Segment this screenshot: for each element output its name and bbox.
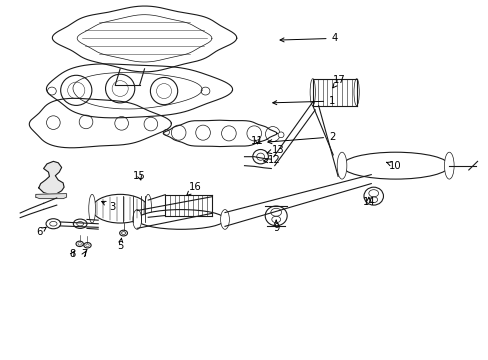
Ellipse shape <box>89 194 95 223</box>
Ellipse shape <box>201 87 209 95</box>
Text: 6: 6 <box>37 227 46 237</box>
Ellipse shape <box>144 117 158 131</box>
Ellipse shape <box>264 206 286 226</box>
Text: 2: 2 <box>267 132 335 144</box>
Ellipse shape <box>83 243 91 248</box>
Text: 13: 13 <box>266 144 285 154</box>
Text: 4: 4 <box>280 33 337 43</box>
Ellipse shape <box>150 77 177 105</box>
Ellipse shape <box>163 130 169 135</box>
Ellipse shape <box>137 210 224 229</box>
Text: 12: 12 <box>263 155 280 165</box>
Ellipse shape <box>220 210 229 229</box>
Ellipse shape <box>265 127 280 141</box>
Ellipse shape <box>337 152 346 179</box>
Text: 15: 15 <box>133 171 146 181</box>
Ellipse shape <box>73 219 87 228</box>
Ellipse shape <box>195 125 210 140</box>
Ellipse shape <box>390 160 409 178</box>
Ellipse shape <box>309 79 315 105</box>
Ellipse shape <box>105 74 135 103</box>
Text: 3: 3 <box>102 201 116 212</box>
Ellipse shape <box>221 126 236 141</box>
Text: 11: 11 <box>250 136 263 145</box>
Ellipse shape <box>341 152 448 179</box>
Text: 17: 17 <box>332 75 345 88</box>
Ellipse shape <box>353 79 359 105</box>
Ellipse shape <box>363 187 383 205</box>
Ellipse shape <box>252 149 268 164</box>
Text: 10: 10 <box>386 161 401 171</box>
Text: 14: 14 <box>362 197 374 207</box>
Polygon shape <box>39 161 64 194</box>
Ellipse shape <box>171 125 185 140</box>
Ellipse shape <box>444 152 453 179</box>
Ellipse shape <box>115 117 128 130</box>
Ellipse shape <box>46 219 61 229</box>
Ellipse shape <box>278 132 284 138</box>
Ellipse shape <box>79 115 93 129</box>
Text: 16: 16 <box>186 182 202 195</box>
Text: 7: 7 <box>81 248 87 258</box>
Text: 8: 8 <box>70 248 76 258</box>
Ellipse shape <box>76 241 83 247</box>
Text: 1: 1 <box>272 96 335 106</box>
Ellipse shape <box>47 87 56 95</box>
Ellipse shape <box>133 210 142 229</box>
Ellipse shape <box>246 126 261 141</box>
Text: 9: 9 <box>272 220 279 233</box>
Ellipse shape <box>46 116 60 130</box>
Text: 5: 5 <box>117 238 123 251</box>
Ellipse shape <box>92 194 148 223</box>
Ellipse shape <box>144 194 151 223</box>
Polygon shape <box>36 194 66 199</box>
Ellipse shape <box>120 230 127 236</box>
Ellipse shape <box>61 75 92 105</box>
